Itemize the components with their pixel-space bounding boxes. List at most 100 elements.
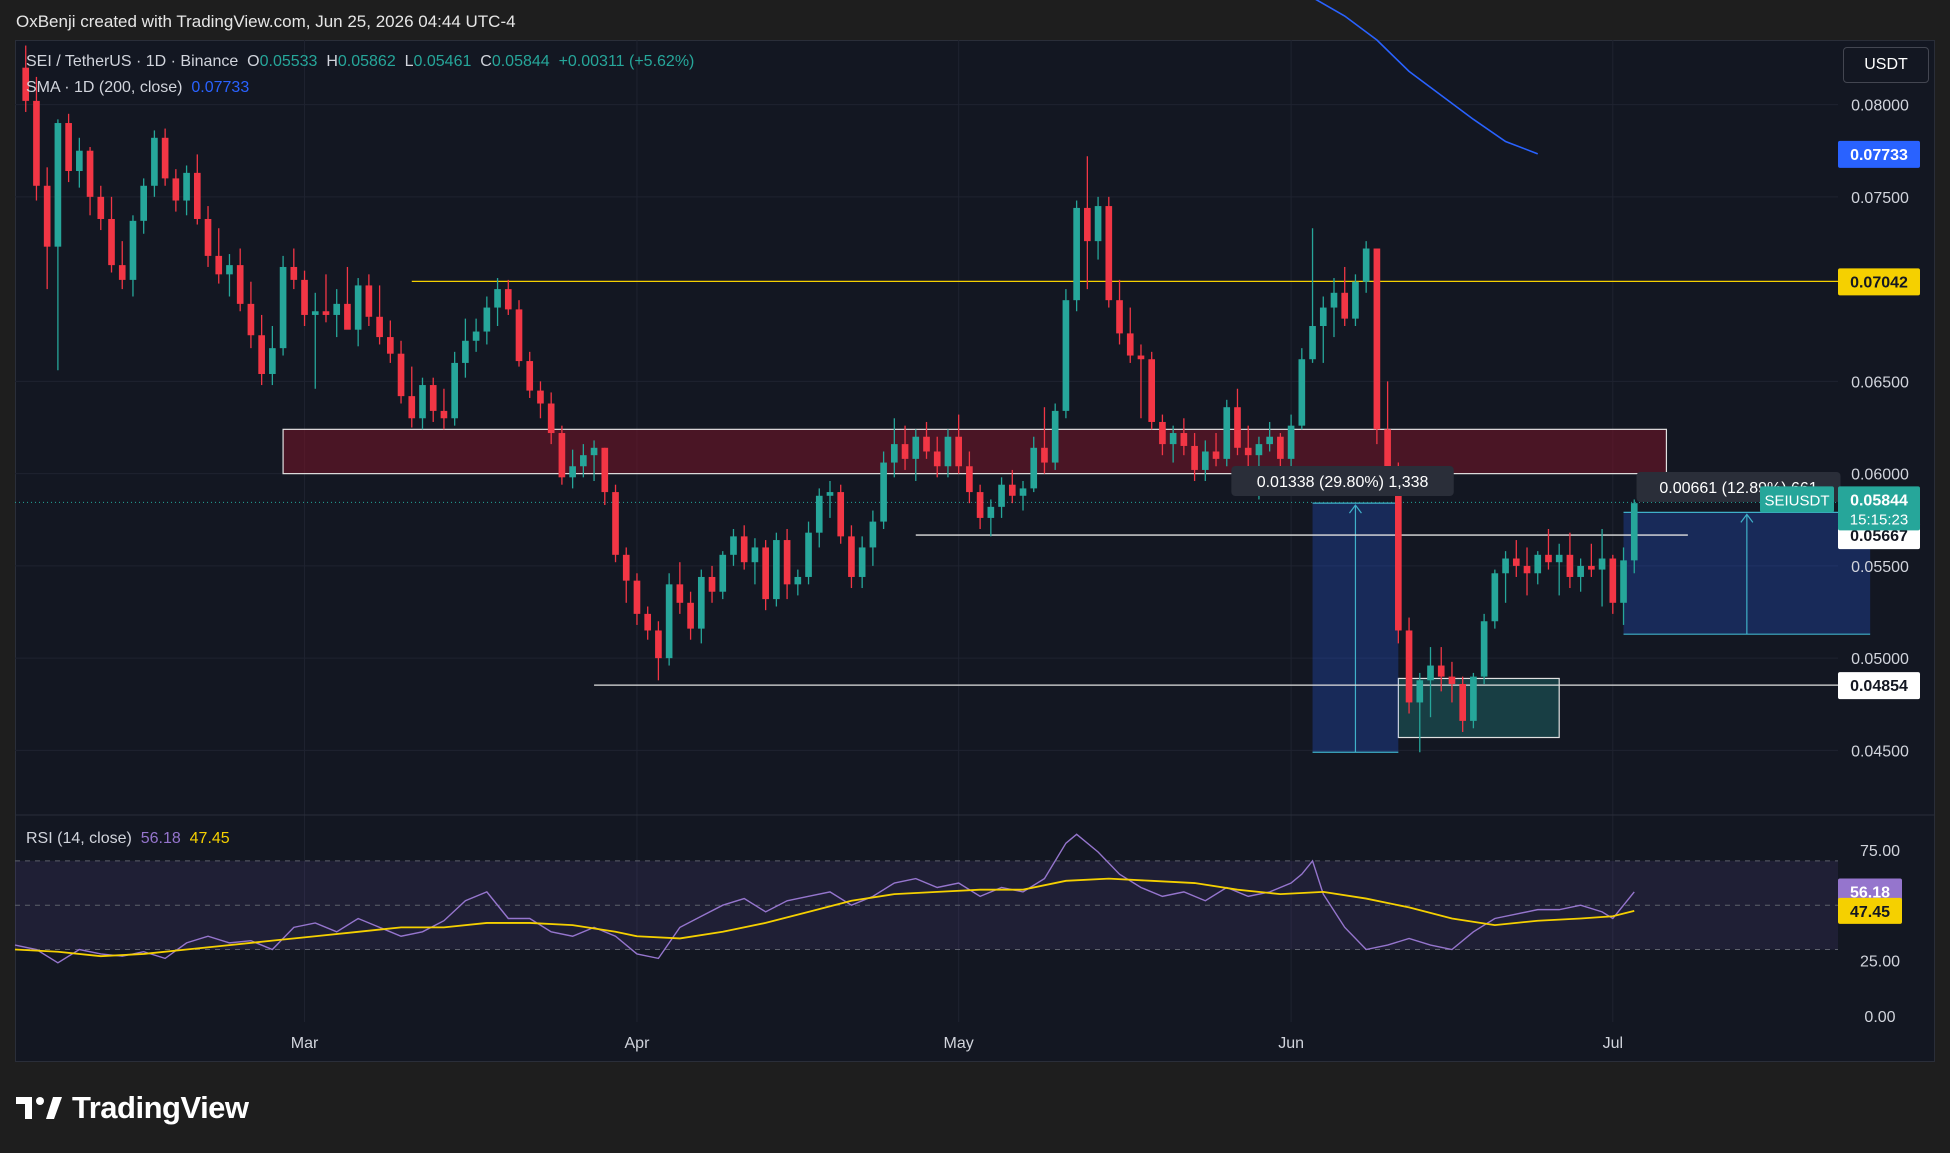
candle [1212,433,1220,467]
rsi-y-tick-label: 25.00 [1860,954,1900,971]
candle [1073,200,1080,312]
rsi-ma-value-badge-text: 47.45 [1850,904,1890,921]
candle-body [966,466,973,493]
candle [858,536,866,589]
candle-body [655,630,662,659]
candle [848,525,855,589]
sma-label: SMA · 1D (200, close) [26,79,183,96]
candle [1373,248,1381,445]
x-tick-label: Jul [1603,1035,1623,1052]
candle [1588,543,1595,577]
candle-body [129,220,137,280]
currency-selector[interactable]: USDT [1843,47,1929,83]
candle [65,113,72,183]
axis-layer: 0.08000 0.07500 0.06500 0.06000 0.05500 0.050… [291,98,1920,1052]
candle-body [697,576,705,629]
candle-body [976,492,984,518]
zone-layer [282,428,1871,753]
candle [773,532,780,607]
candle [783,528,791,600]
candle [290,248,298,290]
candle [880,451,887,529]
candle-body [440,410,448,419]
candle-body [708,576,716,592]
candle [1352,274,1359,327]
candle-body [1362,248,1370,282]
rsi-legend[interactable]: RSI (14, close) 56.18 47.45 [26,830,230,848]
candle-body [794,576,802,585]
current-price-countdown-text: 15:15:23 [1850,511,1908,528]
symbol-label[interactable]: SEI / TetherUS · 1D · Binance [26,53,239,70]
candle-body [944,436,952,467]
candle [247,281,255,349]
candle [258,314,265,386]
candle-body [172,178,180,201]
candle [204,206,212,267]
candle [751,538,759,585]
candle [987,499,995,537]
candle-body [987,506,995,518]
candle-body [1126,333,1134,356]
rsi-label: RSI (14, close) [26,830,132,847]
candle [1084,156,1091,290]
y-tick-label: 0.06500 [1851,374,1909,391]
candle [301,270,308,327]
y-tick-label: 0.07500 [1851,190,1909,207]
candle-body [65,123,72,172]
candle-body [622,554,630,581]
candle-body [1191,445,1198,470]
candle-body [1545,554,1552,563]
candle [397,340,405,404]
candle [494,278,501,327]
candle-body [1244,447,1252,456]
chart-frame[interactable] [15,40,1935,1062]
candle [1502,551,1509,603]
candle-body [526,361,534,391]
candle [462,318,469,378]
sma-legend[interactable]: SMA · 1D (200, close) 0.07733 [26,79,249,97]
candle-body [54,123,62,247]
projection-measure-arrow-head [1740,513,1754,523]
candle-body [1148,359,1156,422]
sma-price-badge-text: 0.07733 [1850,147,1908,164]
candle [1191,433,1198,482]
tradingview-logo: TradingView [16,1090,249,1126]
candle [1148,351,1156,430]
candle [1545,528,1552,570]
candle [923,421,930,459]
candle-body [376,316,383,338]
candle [665,573,673,666]
candle-body [151,137,158,186]
close-label: C [480,53,492,70]
y-tick-label: 0.06000 [1851,467,1909,484]
candle [1051,403,1059,470]
candle-body [1298,359,1306,426]
candle-body [1234,407,1241,448]
candle-body [226,265,233,275]
overlay-layer: 0.01338 (29.80%) 1,338 0.00661 (12.89%) 6… [1231,0,1841,502]
candle [1480,613,1488,684]
candle-body [687,602,694,629]
candle-body [1480,621,1488,677]
candle-body [1255,444,1263,456]
rsi-value-badge-text: 56.18 [1850,885,1890,902]
candle [1555,543,1563,596]
candle [1577,558,1584,592]
candle-body [1116,300,1123,334]
candle [429,377,437,422]
candle [762,540,769,611]
candle [1008,469,1016,504]
candle [408,366,416,428]
candle [1298,348,1306,430]
candle-body [118,265,126,280]
tradingview-wordmark: TradingView [72,1090,249,1125]
candle-body [140,185,148,221]
candle [1416,672,1424,753]
candle-body [1437,665,1445,677]
candle-body [1008,484,1016,496]
candle [547,392,555,445]
candle [215,228,223,284]
candle-body [1555,554,1563,563]
high-label: H [326,53,338,70]
